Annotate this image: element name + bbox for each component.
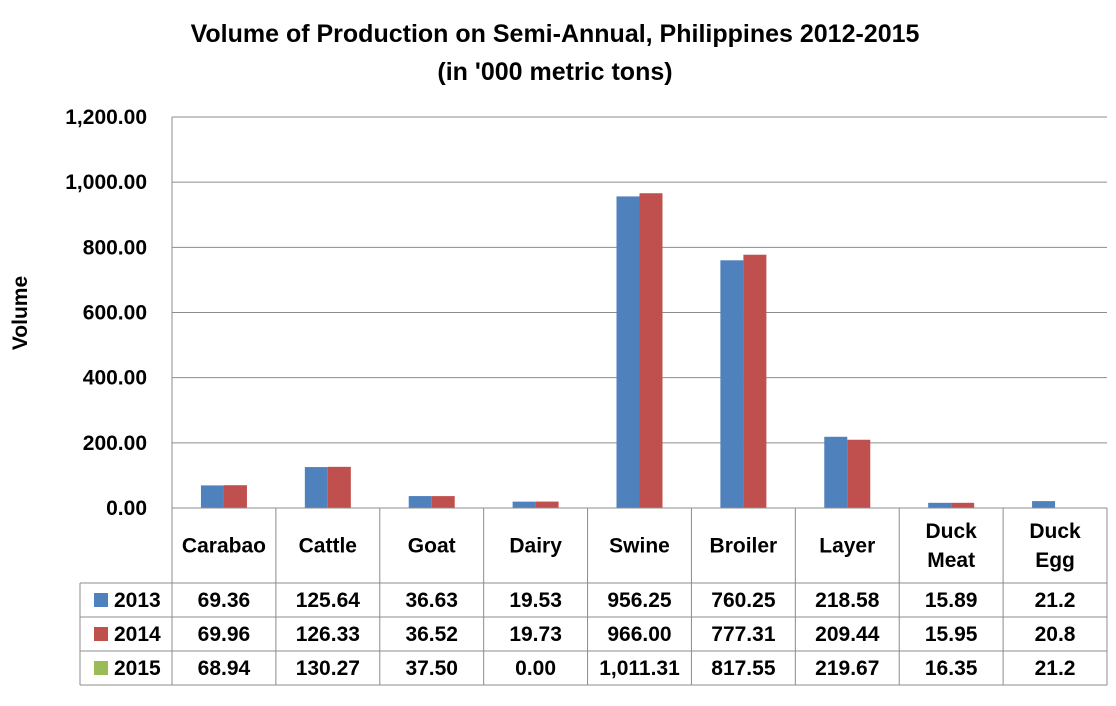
data-table: Carabao Cattle Goat Dairy Swine Broiler Layer D… bbox=[79, 507, 1108, 686]
table-cell: 209.44 bbox=[815, 623, 880, 646]
table-cell: 36.52 bbox=[405, 623, 458, 646]
bar-2014-duck-meat bbox=[951, 502, 975, 508]
y-axis-label: Volume bbox=[9, 276, 32, 350]
table-cell: 37.50 bbox=[405, 657, 458, 680]
bar-2013-cattle bbox=[304, 467, 328, 508]
x-tick-label: Duck bbox=[1029, 520, 1081, 543]
bar-2013-dairy bbox=[512, 501, 536, 508]
table-cell: 69.96 bbox=[198, 623, 251, 646]
legend-label-2015: 2015 bbox=[114, 657, 161, 680]
bar-2013-carabao bbox=[200, 485, 224, 508]
y-tick-label: 400.00 bbox=[83, 367, 147, 390]
bar-2014-goat bbox=[431, 496, 455, 508]
legend-key-2014 bbox=[94, 627, 108, 641]
x-tick-label: Dairy bbox=[509, 535, 562, 558]
table-cell: 777.31 bbox=[711, 623, 776, 646]
legend-label-2013: 2013 bbox=[114, 589, 161, 612]
table-cell: 1,011.31 bbox=[599, 657, 680, 680]
y-tick-label: 0.00 bbox=[106, 497, 147, 520]
table-cell: 15.89 bbox=[925, 589, 978, 612]
x-tick-label: Swine bbox=[609, 535, 670, 558]
chart-title: Volume of Production on Semi-Annual, Phi… bbox=[191, 20, 920, 48]
x-tick-label: Egg bbox=[1035, 549, 1075, 572]
y-tick-labels: 0.00 200.00 400.00 600.00 800.00 1,000.00 1,20… bbox=[65, 106, 147, 520]
y-tick-label: 800.00 bbox=[83, 236, 147, 259]
table-cell: 69.36 bbox=[198, 589, 251, 612]
table-cell: 966.00 bbox=[607, 623, 671, 646]
x-tick-label: Carabao bbox=[182, 535, 266, 558]
table-cell: 15.95 bbox=[925, 623, 978, 646]
y-tick-label: 600.00 bbox=[83, 302, 147, 325]
bar-2013-layer bbox=[824, 436, 848, 508]
table-cell: 817.55 bbox=[711, 657, 776, 680]
table-cell: 36.63 bbox=[405, 589, 458, 612]
table-cell: 21.2 bbox=[1035, 589, 1076, 612]
table-cell: 19.53 bbox=[509, 589, 562, 612]
bar-2014-carabao bbox=[223, 485, 247, 508]
x-tick-label: Goat bbox=[408, 535, 456, 558]
table-cell: 219.67 bbox=[815, 657, 879, 680]
table-cell: 16.35 bbox=[925, 657, 978, 680]
x-tick-label: Cattle bbox=[299, 535, 357, 558]
table-cell: 125.64 bbox=[296, 589, 361, 612]
bar-2014-broiler bbox=[743, 254, 767, 508]
x-tick-label: Layer bbox=[819, 535, 875, 558]
y-tick-label: 1,200.00 bbox=[65, 106, 147, 129]
x-tick-label: Duck bbox=[925, 520, 977, 543]
x-tick-label: Meat bbox=[927, 549, 975, 572]
bar-2013-broiler bbox=[720, 260, 744, 508]
table-cell: 21.2 bbox=[1035, 657, 1076, 680]
table-cell: 68.94 bbox=[198, 657, 251, 680]
table-cell: 218.58 bbox=[815, 589, 880, 612]
legend-key-2013 bbox=[94, 593, 108, 607]
bar-2013-goat bbox=[408, 496, 432, 508]
bar-2013-swine bbox=[616, 196, 640, 508]
table-cell: 0.00 bbox=[515, 657, 556, 680]
x-tick-label: Broiler bbox=[710, 535, 778, 558]
table-cell: 20.8 bbox=[1035, 623, 1076, 646]
table-cell: 19.73 bbox=[509, 623, 562, 646]
legend-label-2014: 2014 bbox=[114, 623, 161, 646]
bar-2013-duck-egg bbox=[1032, 501, 1056, 508]
table-cell: 130.27 bbox=[296, 657, 360, 680]
bar-2014-layer bbox=[847, 439, 871, 508]
table-cell: 126.33 bbox=[296, 623, 360, 646]
bar-2014-dairy bbox=[535, 501, 559, 508]
table-cell: 956.25 bbox=[607, 589, 672, 612]
chart-subtitle: (in '000 metric tons) bbox=[437, 58, 672, 86]
table-cell: 760.25 bbox=[711, 589, 776, 612]
bars bbox=[200, 193, 1056, 508]
bar-2014-cattle bbox=[327, 466, 351, 508]
y-tick-label: 1,000.00 bbox=[65, 171, 147, 194]
bar-2014-swine bbox=[639, 193, 663, 508]
bar-2013-duck-meat bbox=[928, 502, 952, 508]
y-tick-label: 200.00 bbox=[83, 432, 147, 455]
legend-key-2015 bbox=[94, 661, 108, 675]
